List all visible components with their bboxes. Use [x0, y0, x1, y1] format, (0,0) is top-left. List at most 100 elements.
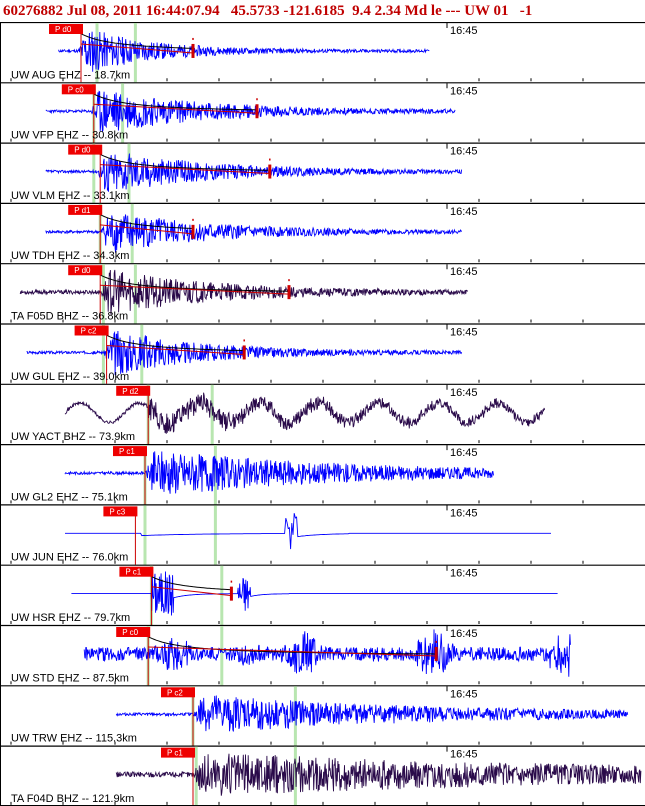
- channel-row[interactable]: P c3 16:45 UW JUN EHZ -- 76.0km: [1, 504, 645, 565]
- coda-decay-curve: [85, 88, 256, 111]
- phase-pick-box[interactable]: [161, 747, 195, 758]
- phase-pick-box[interactable]: [68, 265, 103, 276]
- channel-label[interactable]: UW STD EHZ -- 87.5km: [11, 672, 129, 684]
- coda-end-marker[interactable]: [191, 224, 195, 239]
- channel-label[interactable]: UW YACT BHZ -- 73.9km: [11, 431, 135, 443]
- phase-pick-label[interactable]: P c3: [109, 507, 125, 516]
- coda-end-marker[interactable]: [229, 586, 233, 601]
- coda-fit-line: [106, 345, 245, 355]
- coda-end-marker[interactable]: [268, 164, 272, 179]
- channel-label[interactable]: UW JUN EHZ -- 76.0km: [11, 552, 128, 564]
- phase-pick-label[interactable]: P d0: [74, 266, 91, 275]
- coda-decay-curve: [91, 269, 289, 292]
- channel-row[interactable]: P d0 16:45 UW AUG EHZ -- 18.7km: [1, 22, 645, 83]
- time-marker-label: 16:45: [450, 25, 478, 37]
- channel-label[interactable]: TA F04D BHZ -- 121.9km: [11, 793, 134, 805]
- waveform-trace: [64, 392, 546, 434]
- channel-label[interactable]: UW TDH EHZ -- 34.3km: [11, 250, 129, 262]
- phase-pick-box[interactable]: [61, 84, 96, 95]
- phase-pick-box[interactable]: [119, 566, 154, 577]
- waveform-trace: [58, 31, 430, 72]
- phase-pick-box[interactable]: [116, 385, 151, 396]
- phase-pick-box[interactable]: [113, 446, 147, 457]
- coda-decay-curve: [98, 329, 243, 351]
- phase-pick-box[interactable]: [103, 506, 138, 517]
- phase-pick-box[interactable]: [68, 204, 103, 215]
- channel-row[interactable]: P c1 16:45 TA F04D BHZ -- 121.9km: [1, 745, 645, 806]
- phase-pick-label[interactable]: P c0: [122, 628, 138, 637]
- waveform-trace: [115, 753, 642, 796]
- time-marker-label: 16:45: [450, 266, 478, 278]
- channel-row[interactable]: P c2 16:45 UW TRW EHZ -- 115.3km: [1, 685, 645, 746]
- waveform-trace: [83, 629, 571, 677]
- time-marker-label: 16:45: [450, 688, 478, 700]
- phase-pick-box[interactable]: [74, 325, 109, 336]
- phase-pick-label[interactable]: P d1: [74, 206, 91, 215]
- coda-decay-curve: [139, 630, 437, 655]
- channel-row[interactable]: P c1 16:45 UW HSR EHZ -- 79.7km: [1, 564, 645, 625]
- phase-pick-label[interactable]: P d0: [74, 146, 91, 155]
- coda-fit-line: [148, 646, 437, 657]
- channel-label[interactable]: UW HSR EHZ -- 79.7km: [11, 612, 130, 624]
- phase-pick-label[interactable]: P c0: [68, 85, 84, 94]
- coda-end-marker[interactable]: [242, 345, 246, 360]
- channel-label[interactable]: TA F05D BHZ -- 36.8km: [11, 311, 128, 323]
- coda-end-marker[interactable]: [287, 285, 291, 300]
- waveform-trace: [64, 451, 494, 494]
- coda-end-marker[interactable]: [434, 646, 438, 661]
- time-marker-label: 16:45: [450, 628, 478, 640]
- channel-row[interactable]: P c1 16:45 UW GL2 EHZ -- 75.1km: [1, 444, 645, 505]
- phase-pick-label[interactable]: P d0: [55, 25, 72, 34]
- phase-pick-box[interactable]: [49, 24, 83, 34]
- coda-fit-line: [100, 164, 270, 175]
- channel-label[interactable]: UW VFP EHZ -- 30.8km: [11, 130, 128, 142]
- time-marker-label: 16:45: [450, 327, 478, 339]
- channel-label[interactable]: UW VLM EHZ -- 33.1km: [11, 190, 130, 202]
- time-marker-label: 16:45: [450, 507, 478, 519]
- time-marker-label: 16:45: [450, 387, 478, 399]
- channel-label[interactable]: UW GL2 EHZ -- 75.1km: [11, 491, 128, 503]
- waveform-trace: [19, 269, 468, 315]
- event-header: 60276882 Jul 08, 2011 16:44:07.94 45.573…: [0, 0, 645, 22]
- coda-fit-line: [100, 284, 290, 295]
- channel-row[interactable]: P d2 16:45 UW YACT BHZ -- 73.9km: [1, 383, 645, 445]
- coda-decay-curve: [72, 27, 194, 49]
- channel-row[interactable]: P c0 16:45 UW STD EHZ -- 87.5km: [1, 624, 645, 686]
- waveform-trace: [71, 571, 558, 616]
- waveform-trace: [115, 695, 629, 732]
- waveform-trace: [45, 214, 462, 253]
- phase-pick-box[interactable]: [116, 627, 151, 637]
- phase-pick-label[interactable]: P c2: [167, 688, 183, 697]
- phase-pick-label[interactable]: P d2: [122, 387, 139, 396]
- time-marker-label: 16:45: [450, 85, 478, 97]
- coda-decay-curve: [91, 208, 193, 229]
- waveform-trace: [65, 513, 551, 550]
- coda-end-marker[interactable]: [255, 104, 259, 119]
- phase-pick-label[interactable]: P c1: [167, 749, 183, 758]
- channel-label[interactable]: UW AUG EHZ -- 18.7km: [11, 69, 130, 81]
- coda-decay-curve: [91, 148, 269, 171]
- coda-fit-line: [100, 224, 194, 235]
- coda-fit-line: [93, 103, 258, 114]
- channel-label[interactable]: UW GUL EHZ -- 39.0km: [11, 371, 129, 383]
- channel-row[interactable]: P c0 16:45 UW VFP EHZ -- 30.8km: [1, 82, 645, 143]
- channel-row[interactable]: P d1 16:45 UW TDH EHZ -- 34.3km: [1, 202, 645, 264]
- phase-pick-label[interactable]: P c1: [125, 568, 141, 577]
- channel-label[interactable]: UW TRW EHZ -- 115.3km: [11, 733, 137, 745]
- phase-pick-box[interactable]: [161, 687, 195, 698]
- phase-pick-label[interactable]: P c1: [119, 447, 135, 456]
- seismogram-traces[interactable]: P d0 16:45 UW AUG EHZ -- 18.7km P c0 16:45 UW…: [1, 22, 645, 806]
- coda-fit-line: [151, 586, 232, 597]
- seismogram-panel[interactable]: P d0 16:45 UW AUG EHZ -- 18.7km P c0 16:45 UW…: [0, 22, 645, 806]
- phase-pick-label[interactable]: P c2: [81, 327, 97, 336]
- coda-decay-curve: [143, 570, 232, 591]
- waveform-trace: [45, 90, 456, 132]
- channel-row[interactable]: P c2 16:45 UW GUL EHZ -- 39.0km: [1, 323, 645, 384]
- waveform-trace: [45, 153, 463, 192]
- phase-pick-box[interactable]: [68, 144, 103, 155]
- time-marker-label: 16:45: [450, 447, 478, 459]
- coda-end-marker[interactable]: [191, 43, 195, 58]
- time-marker-label: 16:45: [450, 568, 478, 580]
- channel-row[interactable]: P d0 16:45 UW VLM EHZ -- 33.1km: [1, 142, 645, 203]
- channel-row[interactable]: P d0 16:45 TA F05D BHZ -- 36.8km: [1, 263, 645, 324]
